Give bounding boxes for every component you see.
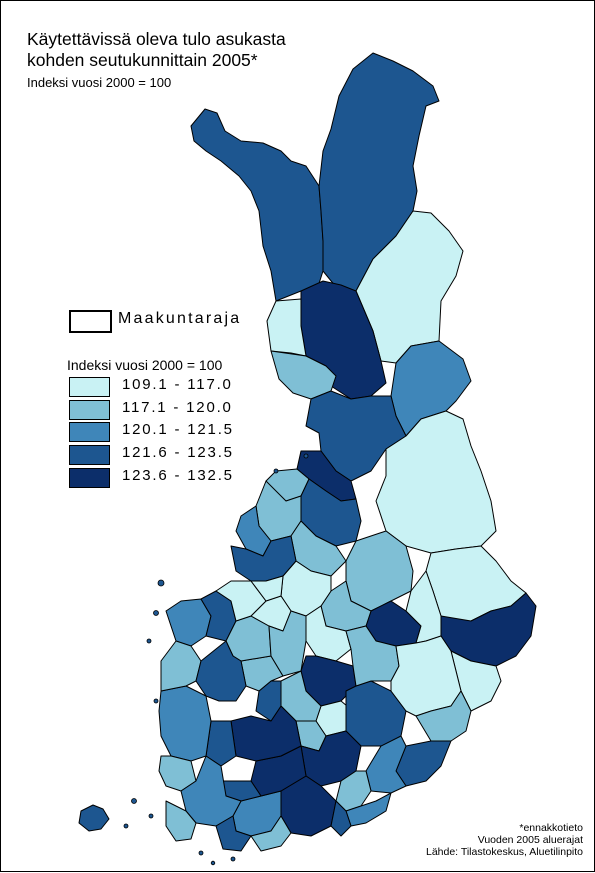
region-kaustinen	[250, 575, 284, 602]
title-line-2: kohden seutukunnittain 2005*	[27, 50, 258, 70]
island	[153, 698, 159, 704]
region-salo	[215, 815, 252, 852]
footnotes: *ennakkotieto Vuoden 2005 aluerajat Lähd…	[426, 822, 583, 859]
island	[157, 579, 165, 587]
region-keski-pohjanmaa	[268, 610, 307, 677]
legend-swatch	[69, 445, 110, 466]
region-border-label: Maakuntaraja	[118, 310, 242, 327]
region-kotka	[345, 792, 392, 827]
island	[210, 860, 216, 866]
region-kuusiokunnat	[195, 640, 247, 702]
legend-label: 109.1 - 117.0	[122, 376, 233, 393]
region-jakobstad	[215, 580, 267, 622]
region-suupohja	[160, 640, 202, 692]
island	[273, 468, 279, 474]
region-pohjois-lappi	[318, 52, 440, 292]
legend-swatch	[69, 467, 110, 488]
island	[198, 850, 204, 856]
legend-swatch	[69, 422, 110, 443]
map-subtitle: Indeksi vuosi 2000 = 100	[27, 75, 172, 90]
legend-title: Indeksi vuosi 2000 = 100	[67, 357, 223, 373]
region-torniolaakso	[266, 298, 307, 357]
region-vaasa	[165, 598, 212, 647]
footnote-source: Lähde: Tilastokeskus, Aluetilinpito	[425, 846, 583, 859]
footnote-preliminary: *ennakkotieto	[519, 822, 583, 834]
region-tampere	[230, 705, 302, 762]
legend-label: 121.6 - 123.5	[122, 444, 234, 462]
island	[230, 856, 236, 862]
legend-swatch	[69, 377, 110, 397]
legend-label: 120.1 - 121.5	[122, 421, 234, 439]
island	[123, 823, 129, 829]
legend-label: 117.1 - 120.0	[122, 398, 233, 416]
island	[146, 638, 152, 644]
region-turunmaa	[165, 800, 197, 842]
legend-swatch	[69, 399, 110, 420]
island	[303, 453, 309, 459]
region-porvoo	[330, 800, 352, 837]
island	[153, 610, 159, 616]
region-border-swatch	[69, 310, 112, 333]
region-lohja	[250, 815, 292, 852]
map-title: Käytettävissä oleva tulo asukasta kohden…	[27, 29, 286, 71]
region-tunturi-lappi	[190, 108, 324, 302]
island	[131, 798, 137, 804]
region-kokkola	[230, 535, 297, 582]
legend-label: 123.6 - 132.5	[122, 466, 234, 484]
region-aland	[78, 804, 110, 832]
region-pori	[158, 685, 212, 762]
island	[148, 813, 154, 819]
footnote-borders: Vuoden 2005 aluerajat	[477, 834, 583, 847]
title-line-1: Käytettävissä oleva tulo asukasta	[27, 29, 286, 49]
